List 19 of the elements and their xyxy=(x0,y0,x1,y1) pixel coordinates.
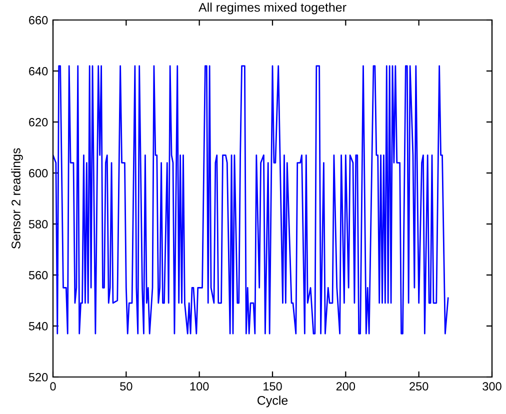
chart-title: All regimes mixed together xyxy=(198,2,346,14)
x-tick-label: 0 xyxy=(50,382,56,391)
y-tick-label: 620 xyxy=(29,118,48,126)
x-tick-label: 300 xyxy=(482,382,502,391)
y-axis-title: Sensor 2 readings xyxy=(11,148,23,249)
y-tick-label: 580 xyxy=(28,220,48,228)
x-tick-label: 250 xyxy=(410,382,428,391)
x-tick-label: 150 xyxy=(264,382,282,391)
x-tick-label: 50 xyxy=(120,382,132,391)
x-axis-title: Cycle xyxy=(258,396,288,408)
y-tick-label: 640 xyxy=(29,67,48,76)
line-series xyxy=(53,65,449,334)
x-tick-label: 200 xyxy=(336,382,356,391)
x-tick-label: 100 xyxy=(190,382,209,391)
y-tick-label: 660 xyxy=(29,16,48,24)
y-tick-label: 560 xyxy=(28,271,48,280)
y-tick-label: 540 xyxy=(28,322,48,330)
y-tick-label: 520 xyxy=(28,373,48,382)
y-tick-label: 600 xyxy=(29,169,48,178)
